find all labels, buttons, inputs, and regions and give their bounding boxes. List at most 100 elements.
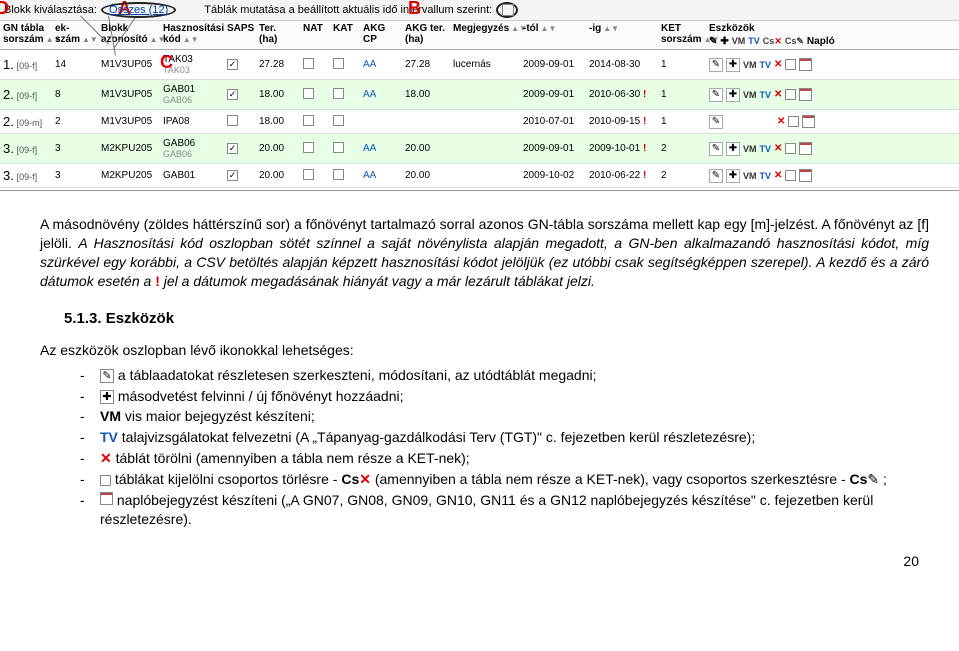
cell-akgcp: AA: [360, 134, 402, 164]
table-row: 2. [09-f]8M1V3UP05GAB01GAB06✓18.00AA18.0…: [0, 80, 959, 110]
cell-kat: [330, 80, 360, 110]
calendar-icon: [100, 492, 113, 505]
calendar-button[interactable]: [799, 58, 812, 71]
edit-button[interactable]: ✎: [709, 88, 723, 102]
col-ter-ha[interactable]: Ter. (ha): [256, 21, 300, 50]
col-tol[interactable]: -tól▲▼: [520, 21, 586, 50]
select-checkbox[interactable]: [785, 143, 796, 154]
cell-megj: lucernás: [450, 50, 520, 80]
table-header: GN tábla sorszám▲▼ ek-szám▲▼ Blokk azono…: [0, 21, 959, 50]
cell-kat: [330, 134, 360, 164]
delete-button[interactable]: ✕: [774, 143, 782, 154]
cell-akgter: 27.28: [402, 50, 450, 80]
hdr-naplo: Napló: [807, 36, 835, 47]
cell-tol: 2009-10-02: [520, 164, 586, 188]
cell-nat: [300, 164, 330, 188]
toolbar-label-select: Blokk kiválasztása:: [4, 4, 97, 16]
list-item: naplóbejegyzést készíteni („A GN07, GN08…: [80, 491, 929, 529]
cell-ter: 20.00: [256, 164, 300, 188]
cell-ter: 27.28: [256, 50, 300, 80]
tv-button[interactable]: TV: [760, 171, 772, 181]
delete-button[interactable]: ✕: [774, 89, 782, 100]
calendar-button[interactable]: [802, 115, 815, 128]
cell-tools: ✎✚VMTV✕: [706, 134, 959, 164]
cell-nat: [300, 50, 330, 80]
col-ket-sorszam[interactable]: KET sorszám▲▼: [658, 21, 706, 50]
select-checkbox[interactable]: [785, 170, 796, 181]
cell-kat: [330, 50, 360, 80]
cell-akgter: 20.00: [402, 134, 450, 164]
col-ig[interactable]: -ig▲▼: [586, 21, 658, 50]
add-button[interactable]: ✚: [726, 169, 740, 183]
vm-button[interactable]: VM: [743, 144, 757, 154]
oval-annotation: Összes (12): [101, 2, 176, 18]
toolbar: Blokk kiválasztása: Összes (12) Táblák m…: [0, 0, 959, 21]
col-haszn-kod[interactable]: Hasznosítási kód▲▼: [160, 21, 224, 50]
time-interval-checkbox[interactable]: [502, 4, 514, 16]
col-eszkozok: Eszközök ✎ ✚ VM TV Cs✕ Cs✎ Napló: [706, 21, 959, 50]
col-gn-sorszam[interactable]: GN tábla sorszám▲▼: [0, 21, 52, 50]
cell-akgter: [402, 110, 450, 134]
cell-sorszam: 3. [09-f]: [0, 134, 52, 164]
cell-ig: 2014-08-30: [586, 50, 658, 80]
list-item: TV talajvizsgálatokat felvezetni (A „Táp…: [80, 428, 929, 447]
annotation-C: C: [160, 52, 173, 73]
hdr-cs: Cs✕: [763, 37, 782, 47]
edit-button[interactable]: ✎: [709, 142, 723, 156]
vm-button[interactable]: VM: [743, 90, 757, 100]
add-button[interactable]: ✚: [726, 88, 740, 102]
cell-saps: ✓: [224, 50, 256, 80]
cell-saps: ✓: [224, 134, 256, 164]
cell-akgcp: AA: [360, 50, 402, 80]
table-row: 3. [09-f]3M2KPU205GAB06GAB06✓20.00AA20.0…: [0, 134, 959, 164]
toolbar-label-show: Táblák mutatása a beállított aktuális id…: [204, 4, 492, 16]
cell-ek: 3: [52, 164, 98, 188]
tv-button[interactable]: TV: [760, 90, 772, 100]
cell-akgcp: AA: [360, 164, 402, 188]
col-megjegyzes[interactable]: Megjegyzés▲▼: [450, 21, 520, 50]
cell-ket: 1: [658, 80, 706, 110]
col-akg-ter[interactable]: AKG ter. (ha): [402, 21, 450, 50]
col-kat[interactable]: KAT: [330, 21, 360, 50]
tools-list: ✎ a táblaadatokat részletesen szerkeszte…: [80, 366, 929, 529]
para-tools-intro: Az eszközök oszlopban lévő ikonokkal leh…: [40, 341, 929, 360]
checkbox-icon: [100, 475, 111, 486]
cell-akgter: 18.00: [402, 80, 450, 110]
add-button[interactable]: ✚: [726, 142, 740, 156]
cell-sorszam: 2. [09-m]: [0, 110, 52, 134]
select-checkbox[interactable]: [785, 59, 796, 70]
delete-button[interactable]: ✕: [774, 170, 782, 181]
vm-button[interactable]: VM: [743, 171, 757, 181]
cell-nat: [300, 134, 330, 164]
delete-button[interactable]: ✕: [774, 59, 782, 70]
cell-saps: [224, 110, 256, 134]
add-button[interactable]: ✚: [726, 58, 740, 72]
hdr-plus-icon: ✚: [720, 36, 728, 47]
vm-button[interactable]: VM: [743, 60, 757, 70]
tv-button[interactable]: TV: [760, 60, 772, 70]
cell-tol: 2009-09-01: [520, 80, 586, 110]
data-table: GN tábla sorszám▲▼ ek-szám▲▼ Blokk azono…: [0, 21, 959, 188]
cell-nat: [300, 110, 330, 134]
select-checkbox[interactable]: [785, 89, 796, 100]
select-checkbox[interactable]: [788, 116, 799, 127]
edit-button[interactable]: ✎: [709, 115, 723, 129]
document-text: A másodnövény (zöldes háttérszínű sor) a…: [0, 191, 959, 543]
calendar-button[interactable]: [799, 142, 812, 155]
col-nat[interactable]: NAT: [300, 21, 330, 50]
cell-megj: [450, 80, 520, 110]
col-saps[interactable]: SAPS: [224, 21, 256, 50]
table-row: 3. [09-f]3M2KPU205GAB01✓20.00AA20.002009…: [0, 164, 959, 188]
cell-haszn: GAB01GAB06: [160, 80, 224, 110]
delete-button[interactable]: ✕: [777, 116, 785, 127]
edit-button[interactable]: ✎: [709, 58, 723, 72]
link-all-blocks[interactable]: Összes (12): [109, 4, 168, 16]
edit-button[interactable]: ✎: [709, 169, 723, 183]
tv-button[interactable]: TV: [760, 144, 772, 154]
cell-ek: 2: [52, 110, 98, 134]
calendar-button[interactable]: [799, 169, 812, 182]
col-akg-cp[interactable]: AKG CP: [360, 21, 402, 50]
calendar-button[interactable]: [799, 88, 812, 101]
cs-label: Cs: [341, 471, 359, 487]
screenshot-region: A B D C Blokk kiválasztása: Összes (12) …: [0, 0, 959, 191]
